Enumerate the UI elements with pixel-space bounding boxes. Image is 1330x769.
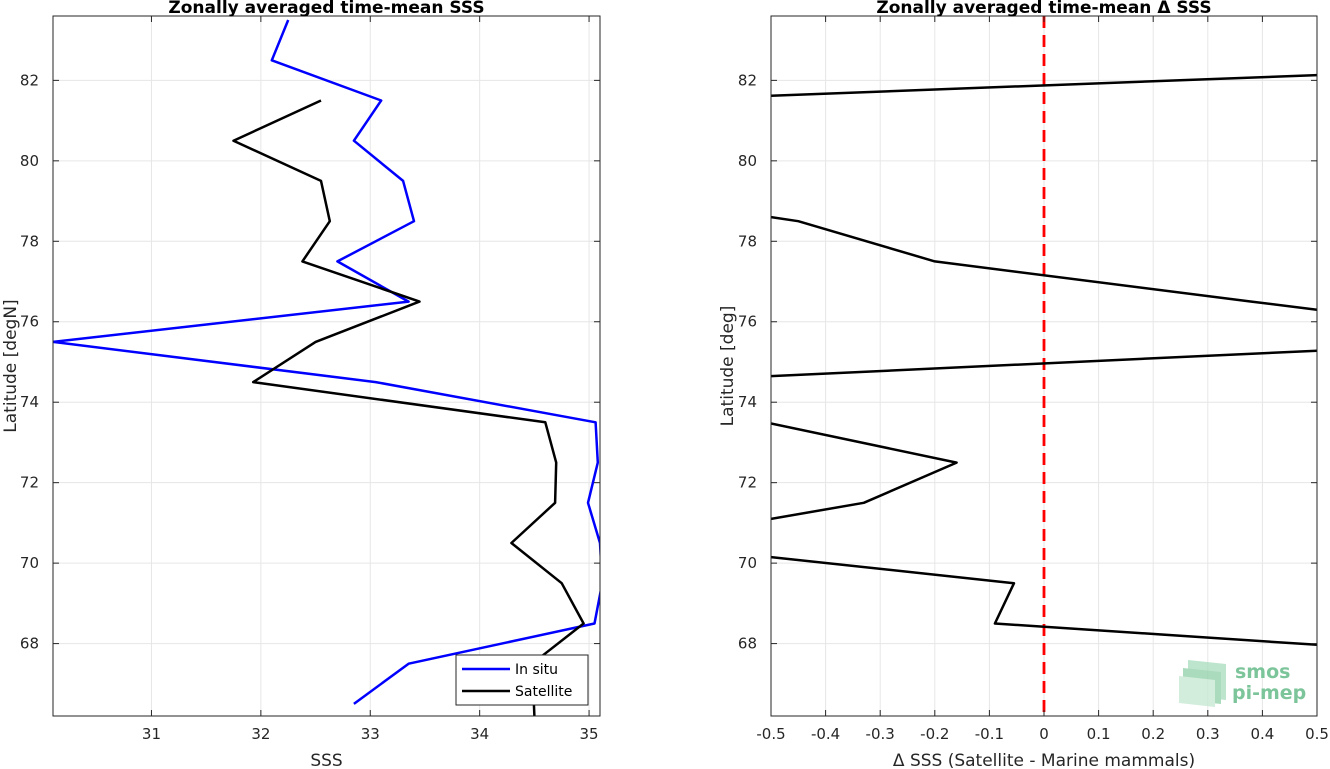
delta-sss-line-segment-3 bbox=[771, 349, 1317, 378]
x-tick-label: 0.5 bbox=[1305, 725, 1329, 743]
x-tick-label: 0.1 bbox=[1087, 725, 1111, 743]
delta-sss-line-segment-2 bbox=[771, 215, 1317, 311]
y-axis-label: Latitude [degN] bbox=[1, 299, 21, 432]
right-plot-delta-sss: -0.5 -0.4 -0.3 -0.2 -0.1 0 0.1 0.2 0.3 0.4 0.5 68 70… bbox=[718, 0, 1329, 769]
x-axis-label: Δ SSS (Satellite - Marine mammals) bbox=[893, 751, 1195, 769]
legend-label-in-situ: In situ bbox=[515, 662, 558, 678]
left-plot-sss: 31 32 33 34 35 68 70 72 74 76 78 80 82 Zonally averag… bbox=[1, 0, 601, 769]
plot-area bbox=[53, 16, 600, 716]
x-tick-label: 0.3 bbox=[1196, 725, 1220, 743]
x-tick-label: 34 bbox=[470, 725, 489, 743]
y-tick-label: 82 bbox=[738, 71, 757, 89]
series-group bbox=[53, 19, 600, 716]
x-axis-label: SSS bbox=[310, 751, 342, 769]
series-group bbox=[771, 73, 1317, 647]
delta-sss-line-segment-1 bbox=[771, 73, 1317, 97]
y-tick-label: 72 bbox=[20, 474, 39, 492]
series-line-in-situ bbox=[53, 19, 600, 705]
x-tick-label: 33 bbox=[361, 725, 380, 743]
y-tick-label: 80 bbox=[738, 152, 757, 170]
delta-sss-line-segment-4 bbox=[771, 422, 958, 521]
y-tick-label: 76 bbox=[20, 313, 39, 331]
x-tick-label: -0.5 bbox=[756, 725, 785, 743]
delta-sss-line-segment-5 bbox=[771, 555, 1317, 647]
logo-mark-icon bbox=[1179, 660, 1226, 707]
y-tick-label: 68 bbox=[738, 635, 757, 653]
x-tick-label: -0.4 bbox=[811, 725, 840, 743]
x-tick-label: 32 bbox=[251, 725, 270, 743]
series-line-satellite bbox=[232, 99, 585, 716]
smos-pi-mep-logo: smos pi-mep bbox=[1179, 660, 1306, 707]
x-tick-label: 0 bbox=[1039, 725, 1049, 743]
chart-title: Zonally averaged time-mean Δ SSS bbox=[876, 0, 1211, 18]
y-tick-label: 78 bbox=[20, 232, 39, 250]
legend: In situ Satellite bbox=[455, 654, 589, 706]
x-tick-label: 31 bbox=[142, 725, 161, 743]
chart-title: Zonally averaged time-mean SSS bbox=[168, 0, 484, 18]
y-tick-label: 82 bbox=[20, 71, 39, 89]
legend-label-satellite: Satellite bbox=[515, 684, 572, 700]
y-tick-label: 70 bbox=[20, 554, 39, 572]
y-tick-label: 78 bbox=[738, 232, 757, 250]
y-tick-label: 70 bbox=[738, 554, 757, 572]
y-tick-label: 74 bbox=[20, 393, 39, 411]
y-tick-label: 68 bbox=[20, 635, 39, 653]
x-tick-label: 0.2 bbox=[1141, 725, 1165, 743]
y-tick-label: 72 bbox=[738, 474, 757, 492]
logo-text-smos: smos bbox=[1235, 661, 1290, 683]
logo-text-pi-mep: pi-mep bbox=[1232, 682, 1306, 704]
y-tick-label: 76 bbox=[738, 313, 757, 331]
axes-frame bbox=[52, 15, 601, 717]
y-axis-label: Latitude [deg] bbox=[718, 306, 738, 427]
x-tick-label: -0.2 bbox=[920, 725, 949, 743]
y-tick-label: 74 bbox=[738, 393, 757, 411]
x-tick-label: 0.4 bbox=[1250, 725, 1274, 743]
y-tick-label: 80 bbox=[20, 152, 39, 170]
x-tick-label: 35 bbox=[580, 725, 599, 743]
x-tick-label: -0.1 bbox=[975, 725, 1004, 743]
x-tick-label: -0.3 bbox=[866, 725, 895, 743]
